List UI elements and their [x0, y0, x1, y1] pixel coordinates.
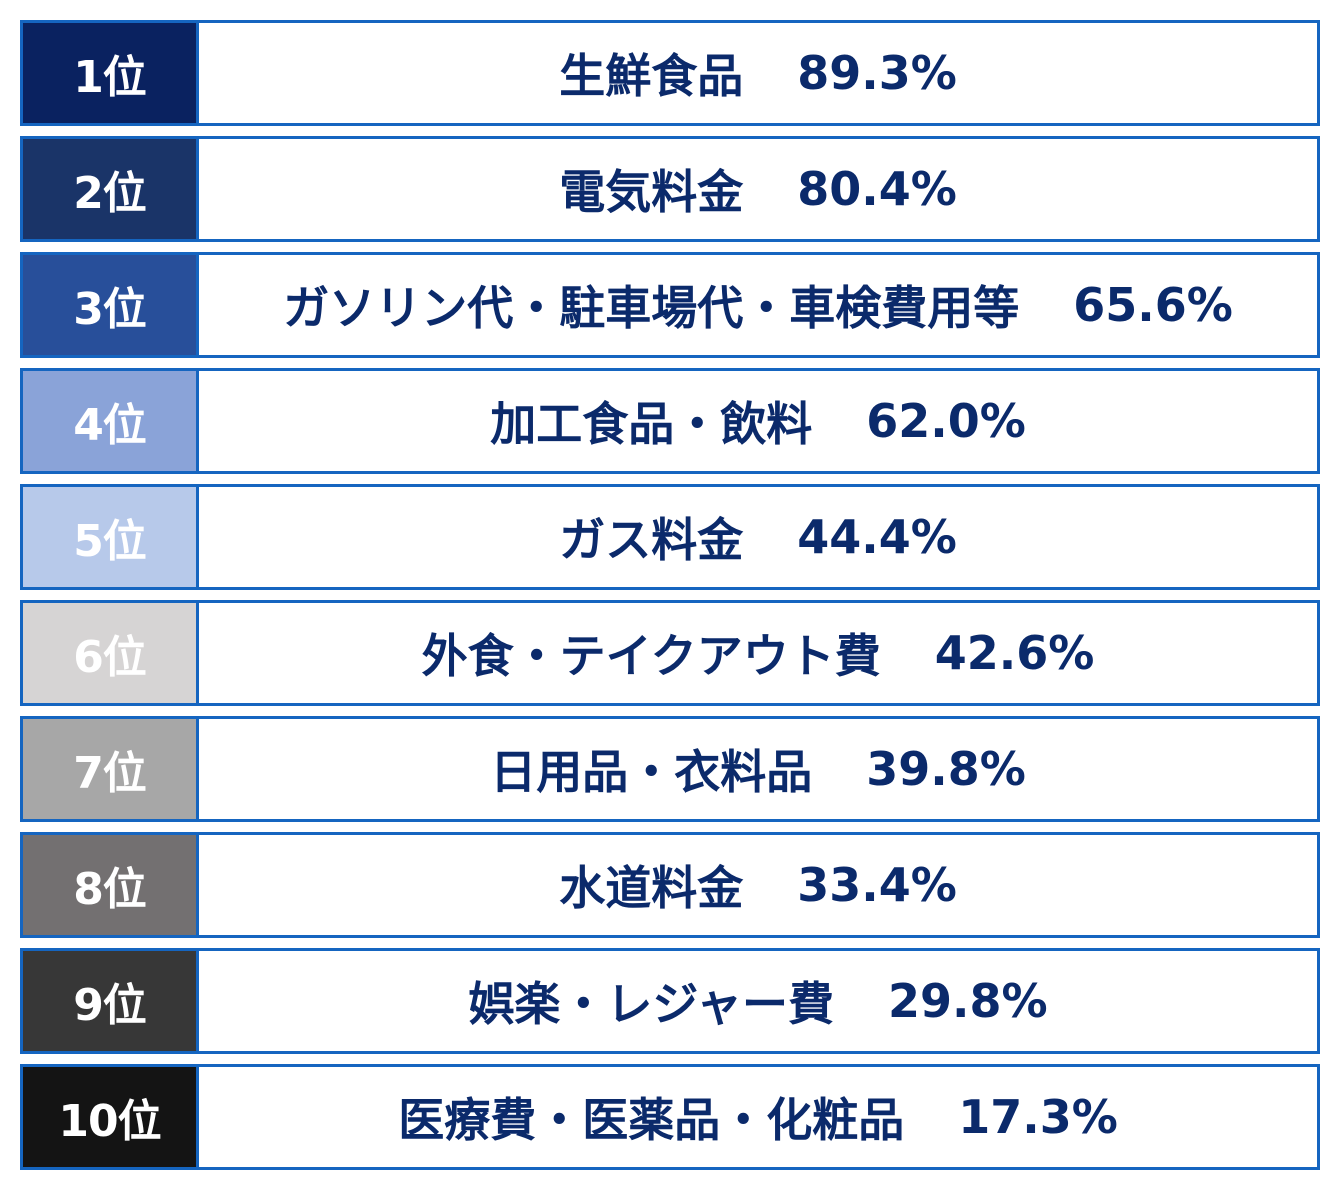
- item-percentage: 80.4%: [797, 162, 957, 216]
- ranking-row-5: 5位 ガス料金 44.4%: [20, 484, 1320, 590]
- rank-badge: 10位: [23, 1067, 199, 1167]
- ranking-item: 医療費・医薬品・化粧品 17.3%: [199, 1067, 1317, 1167]
- ranking-item: 電気料金 80.4%: [199, 139, 1317, 239]
- item-label: 医療費・医薬品・化粧品: [398, 1093, 905, 1147]
- item-percentage: 17.3%: [958, 1090, 1118, 1144]
- item-percentage: 65.6%: [1073, 278, 1233, 332]
- item-percentage: 42.6%: [934, 626, 1095, 680]
- ranking-row-1: 1位 生鮮食品 89.3%: [20, 20, 1320, 126]
- ranking-item: ガソリン代・駐車場代・車検費用等 65.6%: [199, 255, 1317, 355]
- rank-badge: 9位: [23, 951, 199, 1051]
- item-percentage: 62.0%: [866, 394, 1026, 448]
- ranking-item: 外食・テイクアウト費 42.6%: [199, 603, 1317, 703]
- item-percentage: 29.8%: [888, 974, 1048, 1028]
- ranking-item: 娯楽・レジャー費 29.8%: [199, 951, 1317, 1051]
- item-label: 娯楽・レジャー費: [468, 977, 835, 1031]
- ranking-item: ガス料金 44.4%: [199, 487, 1317, 587]
- rank-badge: 6位: [23, 603, 199, 703]
- ranking-row-6: 6位 外食・テイクアウト費 42.6%: [20, 600, 1320, 706]
- item-percentage: 89.3%: [797, 46, 957, 100]
- ranking-row-3: 3位 ガソリン代・駐車場代・車検費用等 65.6%: [20, 252, 1320, 358]
- rank-badge: 7位: [23, 719, 199, 819]
- item-percentage: 44.4%: [797, 510, 957, 564]
- ranking-row-2: 2位 電気料金 80.4%: [20, 136, 1320, 242]
- rank-badge: 8位: [23, 835, 199, 935]
- item-label: 生鮮食品: [559, 49, 744, 103]
- ranking-item: 加工食品・飲料 62.0%: [199, 371, 1317, 471]
- ranking-row-7: 7位 日用品・衣料品 39.8%: [20, 716, 1320, 822]
- item-label: ガソリン代・駐車場代・車検費用等: [283, 281, 1020, 335]
- ranking-row-4: 4位 加工食品・飲料 62.0%: [20, 368, 1320, 474]
- ranking-item: 水道料金 33.4%: [199, 835, 1317, 935]
- ranking-row-9: 9位 娯楽・レジャー費 29.8%: [20, 948, 1320, 1054]
- ranking-item: 生鮮食品 89.3%: [199, 23, 1317, 123]
- item-percentage: 39.8%: [866, 742, 1026, 796]
- item-label: 日用品・衣料品: [490, 745, 813, 799]
- ranking-row-8: 8位 水道料金 33.4%: [20, 832, 1320, 938]
- item-percentage: 33.4%: [797, 858, 957, 912]
- ranking-list: 1位 生鮮食品 89.3% 2位 電気料金 80.4% 3位 ガソリン代・駐車場…: [20, 20, 1320, 1180]
- item-label: 加工食品・飲料: [490, 397, 813, 451]
- rank-badge: 5位: [23, 487, 199, 587]
- item-label: 水道料金: [559, 861, 744, 915]
- item-label: 外食・テイクアウト費: [421, 629, 881, 683]
- item-label: 電気料金: [559, 165, 744, 219]
- rank-badge: 4位: [23, 371, 199, 471]
- item-label: ガス料金: [559, 513, 744, 567]
- rank-badge: 1位: [23, 23, 199, 123]
- ranking-item: 日用品・衣料品 39.8%: [199, 719, 1317, 819]
- ranking-row-10: 10位 医療費・医薬品・化粧品 17.3%: [20, 1064, 1320, 1170]
- rank-badge: 3位: [23, 255, 199, 355]
- rank-badge: 2位: [23, 139, 199, 239]
